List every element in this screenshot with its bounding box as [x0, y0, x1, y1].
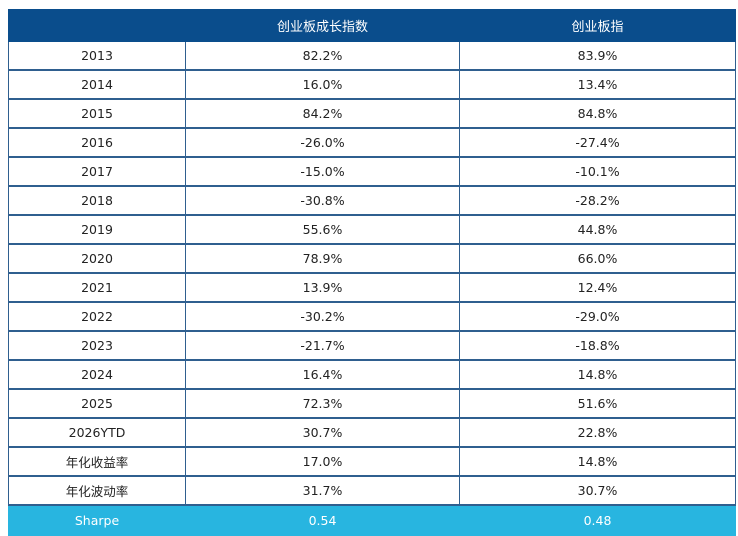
table-row: 2023 -21.7% -18.8% [8, 331, 736, 361]
table-row: 2014 16.0% 13.4% [8, 70, 736, 100]
growth-index-value: 84.2% [185, 99, 460, 129]
header-cell-growth-index: 创业板成长指数 [185, 9, 460, 42]
row-label: 2023 [8, 331, 186, 361]
growth-index-value: 16.4% [185, 360, 460, 390]
chinext-index-value: -28.2% [459, 186, 736, 216]
table-row: 2019 55.6% 44.8% [8, 215, 736, 245]
chinext-index-value: 22.8% [459, 418, 736, 448]
chinext-index-value: 66.0% [459, 244, 736, 274]
sharpe-growth-index-value: 0.54 [185, 505, 460, 536]
row-label: 2015 [8, 99, 186, 129]
header-row: 创业板成长指数 创业板指 [8, 9, 736, 42]
growth-index-value: 17.0% [185, 447, 460, 477]
growth-index-value: 31.7% [185, 476, 460, 506]
chinext-index-value: 51.6% [459, 389, 736, 419]
row-label: 2026YTD [8, 418, 186, 448]
sharpe-row: Sharpe 0.54 0.48 [8, 505, 736, 536]
chinext-index-value: 44.8% [459, 215, 736, 245]
table-row: 年化收益率 17.0% 14.8% [8, 447, 736, 477]
chinext-index-value: 14.8% [459, 447, 736, 477]
chinext-index-value: 84.8% [459, 99, 736, 129]
growth-index-value: 55.6% [185, 215, 460, 245]
row-label: 2019 [8, 215, 186, 245]
table-row: 2020 78.9% 66.0% [8, 244, 736, 274]
chinext-index-value: -18.8% [459, 331, 736, 361]
growth-index-value: -15.0% [185, 157, 460, 187]
growth-index-value: 78.9% [185, 244, 460, 274]
table-row: 2016 -26.0% -27.4% [8, 128, 736, 158]
row-label: 2013 [8, 41, 186, 71]
growth-index-value: 13.9% [185, 273, 460, 303]
table-row: 2026YTD 30.7% 22.8% [8, 418, 736, 448]
row-label: 2016 [8, 128, 186, 158]
growth-index-value: 16.0% [185, 70, 460, 100]
table-row: 2022 -30.2% -29.0% [8, 302, 736, 332]
growth-index-value: -21.7% [185, 331, 460, 361]
growth-index-value: 72.3% [185, 389, 460, 419]
row-label: 2020 [8, 244, 186, 274]
row-label: 年化波动率 [8, 476, 186, 506]
chinext-index-value: 30.7% [459, 476, 736, 506]
growth-index-value: -30.8% [185, 186, 460, 216]
row-label: 2014 [8, 70, 186, 100]
chinext-index-value: 14.8% [459, 360, 736, 390]
table-row: 2025 72.3% 51.6% [8, 389, 736, 419]
growth-index-value: -30.2% [185, 302, 460, 332]
sharpe-row-label: Sharpe [8, 505, 186, 536]
row-label: 2024 [8, 360, 186, 390]
table-row: 年化波动率 31.7% 30.7% [8, 476, 736, 506]
table-row: 2017 -15.0% -10.1% [8, 157, 736, 187]
returns-table: 创业板成长指数 创业板指 2013 82.2% 83.9% 2014 16.0% 13.4… [8, 9, 736, 536]
sharpe-chinext-index-value: 0.48 [459, 505, 736, 536]
growth-index-value: -26.0% [185, 128, 460, 158]
growth-index-value: 82.2% [185, 41, 460, 71]
row-label: 2017 [8, 157, 186, 187]
row-label: 年化收益率 [8, 447, 186, 477]
chinext-index-value: -29.0% [459, 302, 736, 332]
header-cell-label [8, 9, 186, 42]
row-label: 2022 [8, 302, 186, 332]
returns-table-container: 创业板成长指数 创业板指 2013 82.2% 83.9% 2014 16.0% 13.4… [8, 9, 736, 536]
table-row: 2018 -30.8% -28.2% [8, 186, 736, 216]
chinext-index-value: -27.4% [459, 128, 736, 158]
row-label: 2021 [8, 273, 186, 303]
growth-index-value: 30.7% [185, 418, 460, 448]
chinext-index-value: 83.9% [459, 41, 736, 71]
table-row: 2013 82.2% 83.9% [8, 41, 736, 71]
table-row: 2021 13.9% 12.4% [8, 273, 736, 303]
row-label: 2025 [8, 389, 186, 419]
chinext-index-value: 12.4% [459, 273, 736, 303]
header-cell-chinext-index: 创业板指 [459, 9, 736, 42]
row-label: 2018 [8, 186, 186, 216]
table-header: 创业板成长指数 创业板指 [8, 9, 736, 42]
table-row: 2015 84.2% 84.8% [8, 99, 736, 129]
chinext-index-value: 13.4% [459, 70, 736, 100]
chinext-index-value: -10.1% [459, 157, 736, 187]
table-row: 2024 16.4% 14.8% [8, 360, 736, 390]
table-body: 2013 82.2% 83.9% 2014 16.0% 13.4% 2015 84.2% 84.… [8, 41, 736, 536]
